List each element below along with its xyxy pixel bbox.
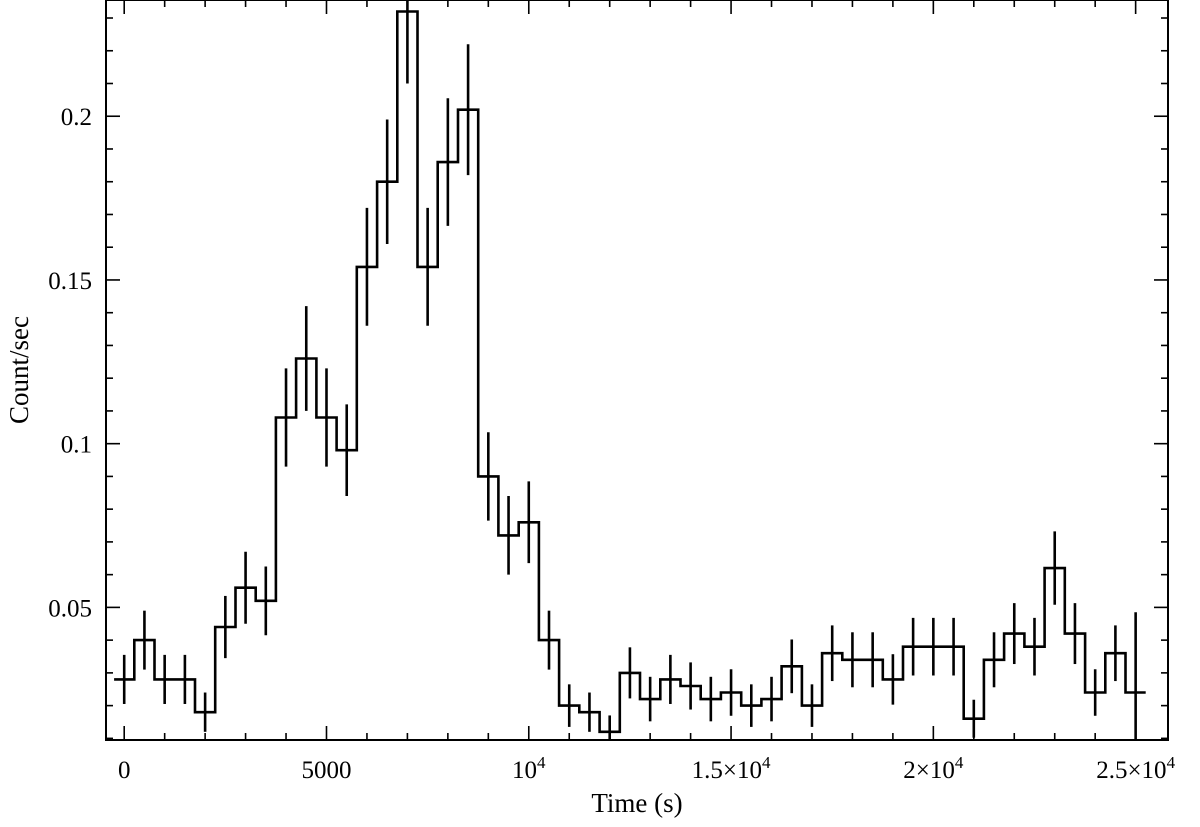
- x-tick-label: 0: [118, 757, 131, 784]
- y-tick-labels: 0.05 0.1 0.15 0.2: [48, 104, 92, 622]
- count-rate-step-line: [114, 10, 1146, 734]
- y-tick-label: 0.15: [48, 268, 92, 295]
- y-tick-label: 0.1: [61, 432, 92, 459]
- x-tick-label: 2.5×104: [1096, 753, 1175, 784]
- y-axis-label: Count/sec: [4, 316, 34, 424]
- error-bars: [122, 0, 1137, 740]
- y-tick-label: 0.05: [48, 595, 92, 622]
- x-tick-labels: 0 5000 104 1.5×104 2×104 2.5×104: [118, 753, 1176, 784]
- y-tick-label: 0.2: [61, 104, 92, 131]
- plot-frame: [105, 0, 1169, 741]
- axis-ticks: [106, 0, 1168, 740]
- x-tick-label: 2×104: [903, 753, 964, 784]
- x-tick-label: 5000: [301, 757, 351, 784]
- x-tick-label: 104: [512, 753, 546, 784]
- x-tick-label: 1.5×104: [692, 753, 771, 784]
- x-axis-label: Time (s): [591, 788, 682, 818]
